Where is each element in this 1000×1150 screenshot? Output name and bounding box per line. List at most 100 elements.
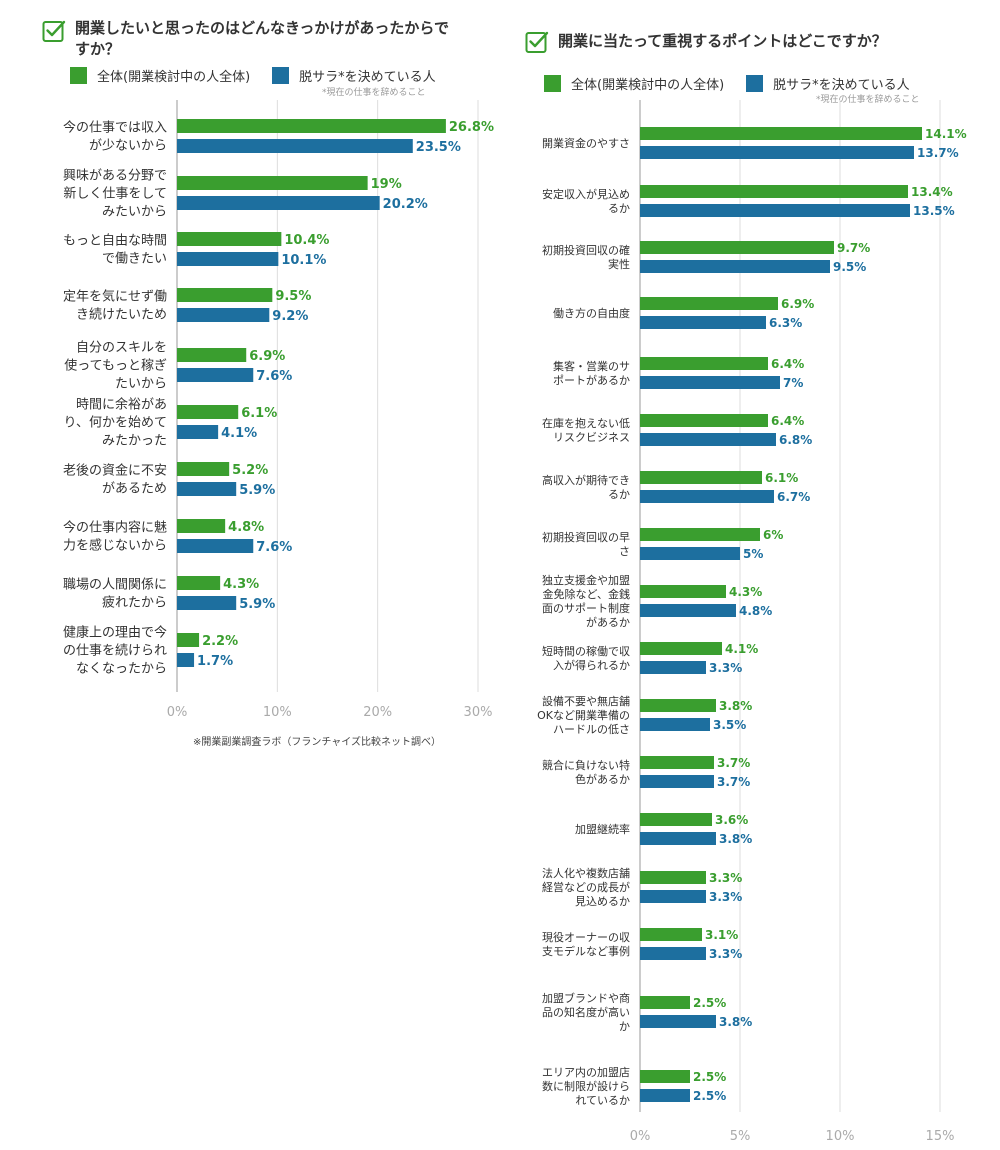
- x-tick-label: 20%: [363, 705, 392, 720]
- legend-item-all: 全体(開業検討中の人全体): [70, 66, 250, 85]
- bar-quit: [177, 252, 279, 266]
- category-label: 健康上の理由で今: [63, 625, 167, 641]
- data-label-quit: 9.5%: [833, 260, 866, 274]
- category-label: 使ってもっと稼ぎ: [64, 358, 167, 374]
- source-note: ※開業副業調査ラボ（フランチャイズ比較ネット調べ）: [193, 737, 441, 748]
- data-label-quit: 20.2%: [383, 197, 428, 212]
- bar-quit: [640, 1015, 716, 1028]
- category-label: るか: [608, 488, 630, 501]
- data-label-all: 6.4%: [771, 357, 804, 371]
- category-label: か: [619, 1020, 630, 1033]
- category-label: 設備不要や無店舗: [542, 694, 630, 708]
- data-label-quit: 3.8%: [719, 832, 752, 846]
- data-label-quit: 6.3%: [769, 316, 802, 330]
- bar-quit: [640, 661, 706, 674]
- left-chart-title: 開業したいと思ったのはどんなきっかけがあったからで すか？: [75, 18, 449, 60]
- category-label: 自分のスキルを: [76, 341, 167, 356]
- bar-quit: [640, 376, 780, 389]
- data-label-all: 6.1%: [241, 406, 277, 421]
- data-label-quit: 3.5%: [713, 718, 746, 732]
- data-label-quit: 5.9%: [239, 483, 275, 498]
- data-label-all: 3.7%: [717, 756, 750, 770]
- category-label: 加盟ブランドや商: [542, 991, 630, 1005]
- category-label: 今の仕事内容に魅: [63, 520, 167, 536]
- legend-swatch-green: [70, 67, 87, 84]
- category-label: もっと自由な時間: [63, 234, 167, 249]
- bar-all: [640, 928, 702, 941]
- x-tick-label: 30%: [464, 705, 493, 720]
- data-label-all: 14.1%: [925, 127, 967, 141]
- left-legend-note: *現在の仕事を辞めること: [322, 88, 426, 98]
- bar-all: [640, 871, 706, 884]
- category-label: OKなど開業準備の: [537, 708, 630, 722]
- category-label: みたいから: [102, 205, 167, 220]
- data-label-all: 3.3%: [709, 871, 742, 885]
- data-label-all: 6.9%: [249, 349, 285, 364]
- category-label: 実性: [608, 257, 630, 271]
- left-title-row: 開業したいと思ったのはどんなきっかけがあったからで すか？: [42, 18, 449, 60]
- data-label-all: 5.2%: [232, 463, 268, 478]
- data-label-quit: 7.6%: [256, 540, 292, 555]
- bar-all: [177, 576, 221, 590]
- data-label-all: 2.2%: [202, 634, 238, 649]
- category-label: さ: [619, 545, 630, 558]
- legend-label-quit: 脱サラ*を決めている人: [773, 78, 910, 93]
- bar-quit: [640, 260, 830, 273]
- legend-item-quit: 脱サラ*を決めている人: [272, 66, 436, 85]
- left-title-line1: 開業したいと思ったのはどんなきっかけがあったからで: [75, 19, 449, 37]
- category-label: 品の知名度が高い: [542, 1005, 630, 1019]
- data-label-quit: 1.7%: [197, 654, 233, 669]
- category-label: 高収入が期待でき: [542, 473, 630, 487]
- x-tick-label: 0%: [167, 705, 188, 720]
- data-label-all: 9.5%: [275, 289, 311, 304]
- data-label-all: 2.5%: [693, 1070, 726, 1084]
- category-label: 色があるか: [575, 772, 630, 786]
- category-label: 数に制限が設けら: [542, 1079, 630, 1093]
- data-label-quit: 4.1%: [221, 426, 257, 441]
- data-label-quit: 6.8%: [779, 433, 812, 447]
- bar-quit: [640, 204, 910, 217]
- bar-quit: [177, 368, 254, 382]
- bar-quit: [177, 196, 380, 210]
- left-title-line2: すか？: [75, 40, 121, 58]
- data-label-all: 4.3%: [223, 577, 259, 592]
- category-label: 疲れたから: [102, 595, 167, 611]
- bar-quit: [640, 947, 706, 960]
- category-label: が少ないから: [89, 139, 167, 154]
- bar-all: [640, 1070, 690, 1083]
- legend-label-quit: 脱サラ*を決めている人: [299, 70, 436, 85]
- category-label: 興味がある分野で: [63, 169, 167, 184]
- category-label: みたかった: [102, 434, 167, 449]
- data-label-all: 19%: [371, 177, 402, 192]
- category-label: 今の仕事では収入: [63, 120, 167, 136]
- data-label-quit: 3.8%: [719, 1015, 752, 1029]
- data-label-quit: 2.5%: [693, 1089, 726, 1103]
- category-label: 金免除など、金銭: [543, 587, 630, 601]
- bar-all: [177, 232, 282, 246]
- data-label-quit: 5.9%: [239, 597, 275, 612]
- legend-swatch-blue: [746, 75, 764, 92]
- bar-all: [640, 297, 778, 310]
- bar-quit: [177, 482, 237, 496]
- x-tick-label: 10%: [826, 1129, 855, 1144]
- data-label-quit: 13.5%: [913, 204, 955, 218]
- data-label-quit: 13.7%: [917, 146, 959, 160]
- category-label: 時間に余裕があ: [76, 397, 167, 413]
- right-chart-panel: 開業に当たって重視するポイントはどこですか？ 全体(開業検討中の人全体) 脱サラ…: [500, 0, 1000, 1150]
- data-label-quit: 23.5%: [416, 140, 461, 155]
- bar-quit: [177, 308, 270, 322]
- category-label: 職場の人間関係に: [63, 578, 167, 593]
- category-label: ハードルの低さ: [553, 723, 630, 736]
- data-label-all: 9.7%: [837, 241, 870, 255]
- category-label: 在庫を抱えない低: [542, 416, 630, 430]
- bar-quit: [640, 547, 740, 560]
- category-label: き続けたいため: [76, 308, 167, 323]
- bar-quit: [640, 433, 776, 446]
- bar-quit: [177, 539, 254, 553]
- data-label-quit: 3.3%: [709, 947, 742, 961]
- category-label: 現役オーナーの収: [542, 930, 630, 944]
- data-label-quit: 6.7%: [777, 490, 810, 504]
- category-label: があるか: [586, 615, 630, 629]
- data-label-all: 2.5%: [693, 996, 726, 1010]
- category-label: 見込めるか: [575, 895, 630, 908]
